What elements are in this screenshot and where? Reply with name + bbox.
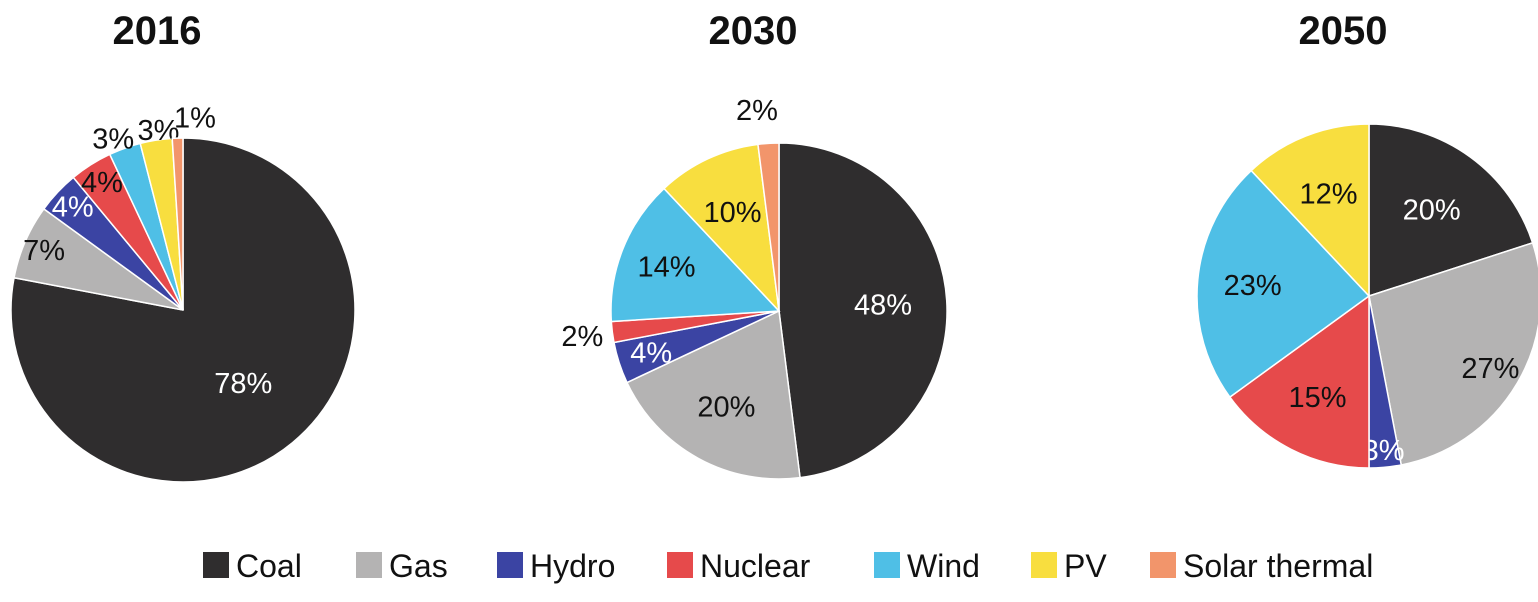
pie-2030: 2030 48% 20% 4% 2% 14%10% 2% [561,9,948,480]
data-label-2050-coal: 20% [1403,195,1461,227]
legend-label-pv: PV [1064,548,1107,584]
data-label-2030-pv: 10% [703,197,761,229]
data-label-2030-hydro: 4% [630,338,672,370]
data-label-2030-nuclear: 2% [561,321,603,353]
slice-2030-coal [778,142,948,479]
pie-title-2030: 2030 [709,9,798,53]
pie-title-2050: 2050 [1299,9,1388,53]
data-label-2050-nuclear: 15% [1288,382,1346,414]
legend-label-solar-thermal: Solar thermal [1183,548,1373,584]
legend: Coal Gas Hydro Nuclear Wind PV Solar thermal [203,548,1373,584]
slice-2030-pv [662,143,781,314]
legend-swatch-nuclear [667,552,693,578]
legend-label-hydro: Hydro [530,548,615,584]
legend-swatch-gas [356,552,382,578]
legend-label-gas: Gas [389,548,448,584]
data-label-2030-coal: 48% [854,290,912,322]
slice-2050-pv [1250,123,1370,298]
legend-label-nuclear: Nuclear [700,548,811,584]
data-label-2050-gas: 27% [1461,353,1519,385]
legend-swatch-pv [1031,552,1057,578]
legend-label-coal: Coal [236,548,302,584]
legend-swatch-coal [203,552,229,578]
legend-swatch-wind [874,552,900,578]
slice-2016-solar-thermal [171,137,184,311]
data-label-2030-solar-thermal: 2% [736,95,778,127]
data-label-2050-wind: 23% [1224,270,1282,302]
data-label-2016-coal: 78% [214,368,272,400]
data-label-2016-gas: 7% [23,235,65,267]
slice-2050-gas [1368,241,1538,466]
legend-label-wind: Wind [907,548,980,584]
legend-swatch-solar-thermal [1150,552,1176,578]
slice-2030-solar-thermal [757,142,780,312]
legend-swatch-hydro [497,552,523,578]
pie-title-2016: 2016 [113,9,202,53]
slice-2050-coal [1368,123,1534,298]
data-label-2016-nuclear: 4% [81,167,123,199]
data-label-2030-gas: 20% [697,392,755,424]
data-label-2030-wind: 14% [637,252,695,284]
data-label-2016-solar-thermal: 1% [174,103,216,135]
data-label-2016-hydro: 4% [52,191,94,223]
slice-2050-nuclear [1228,294,1370,469]
slice-2030-gas [625,309,801,480]
slice-2050-wind [1196,169,1371,399]
data-label-2016-wind: 3% [92,124,134,156]
slice-2030-wind [610,187,781,323]
data-label-2050-pv: 12% [1299,179,1357,211]
